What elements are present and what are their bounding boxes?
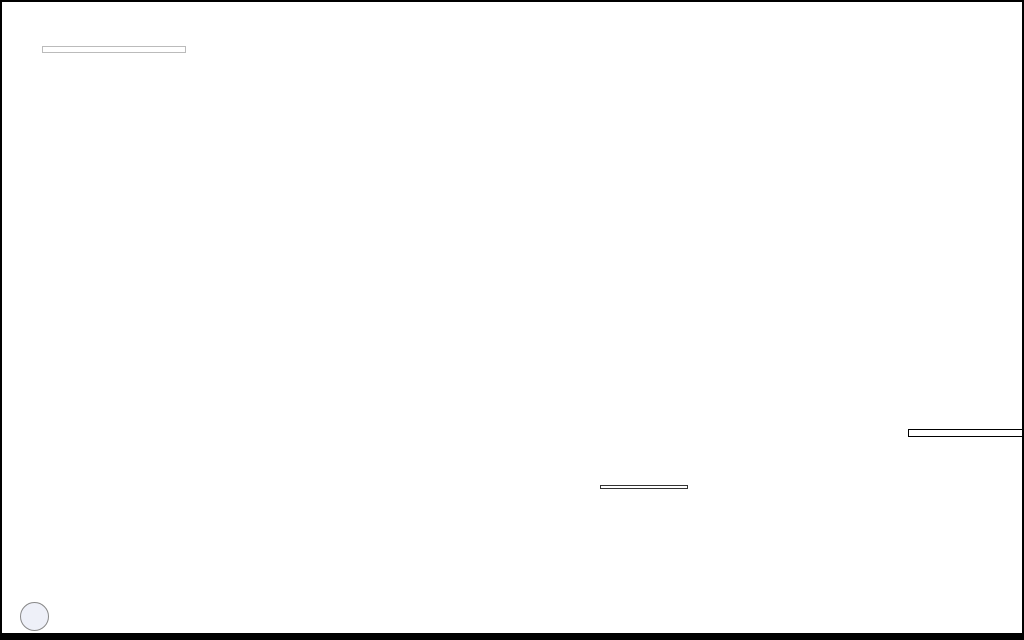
hodograph-stats-box (908, 429, 1022, 437)
bottom-bar (2, 633, 1022, 638)
skewt-legend (42, 46, 186, 53)
sounderpy-logo (20, 602, 49, 631)
map-valid-label (600, 485, 688, 489)
